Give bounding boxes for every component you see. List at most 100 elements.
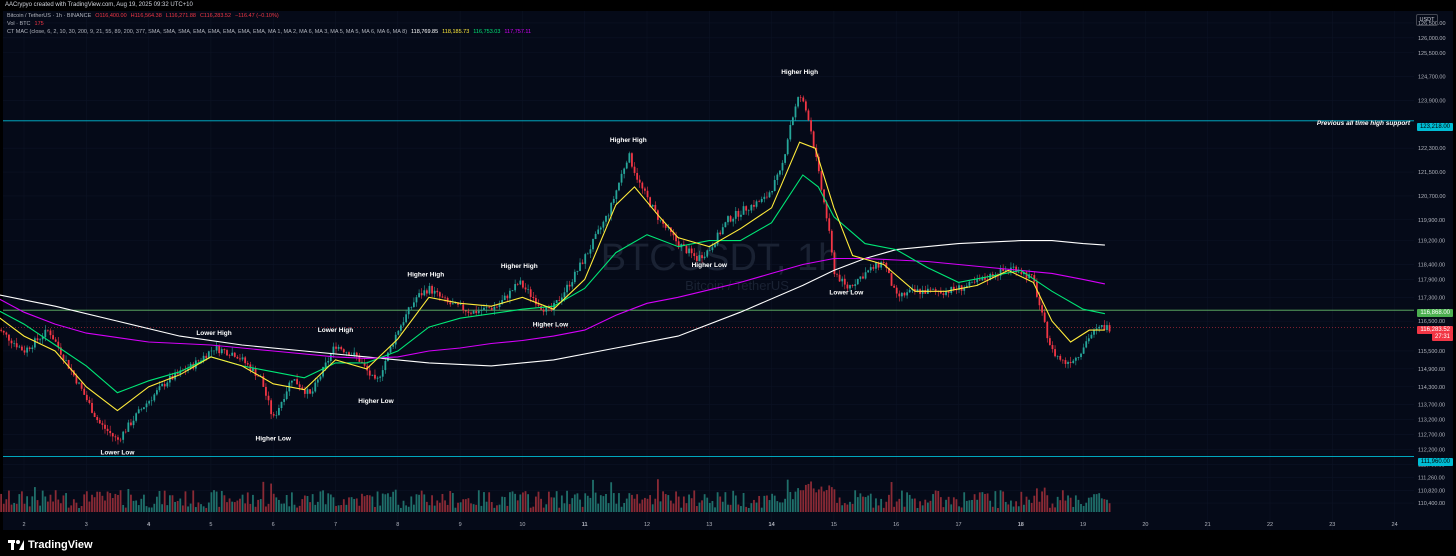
candle-body: [309, 389, 311, 394]
volume-bar: [893, 506, 896, 512]
volume-bar: [615, 503, 618, 512]
volume-bar: [205, 507, 208, 512]
candle-body: [218, 345, 221, 354]
candle-body: [488, 307, 491, 309]
candle-body: [532, 296, 535, 299]
volume-bar: [1030, 502, 1033, 512]
volume-bar: [441, 493, 444, 512]
tradingview-logo[interactable]: TradingView: [8, 539, 93, 551]
credit-line: AACrypyo created with TradingView.com, A…: [5, 2, 193, 8]
currency-button[interactable]: USDT: [1416, 14, 1438, 26]
volume-bar: [179, 498, 182, 512]
candle-body: [812, 131, 815, 148]
volume-bar: [189, 503, 192, 512]
volume-bar: [945, 499, 947, 512]
volume-bar: [877, 505, 880, 512]
volume-bar: [981, 492, 984, 512]
candle-body: [122, 431, 125, 440]
volume-bar: [5, 499, 8, 512]
volume-bar: [311, 494, 314, 512]
volume-bar: [555, 491, 558, 512]
volume-bar: [1090, 497, 1093, 512]
y-tick-label: 114,300.00: [1418, 385, 1445, 391]
candle-body: [168, 375, 171, 383]
volume-bar: [392, 491, 395, 512]
volume-bar: [737, 504, 740, 512]
candle-body: [197, 360, 200, 362]
volume-bar: [394, 489, 397, 512]
volume-bar: [924, 499, 927, 512]
volume-bar: [576, 493, 579, 512]
volume-bar: [72, 499, 75, 512]
volume-bar: [584, 493, 587, 512]
volume-bar: [664, 494, 667, 512]
volume-bar: [779, 502, 781, 512]
volume-bar: [475, 504, 478, 512]
candle-body: [958, 285, 960, 290]
candle-body: [410, 307, 413, 308]
candle-body: [163, 384, 166, 387]
volume-bar: [350, 497, 353, 512]
candle-body: [475, 311, 478, 314]
candle-body: [509, 290, 511, 299]
pattern-annotation: Higher High: [501, 263, 538, 270]
candle-body: [1054, 349, 1056, 357]
candle-body: [1051, 345, 1054, 350]
candle-body: [1077, 357, 1080, 358]
candle-body: [285, 391, 288, 400]
candle-body: [708, 250, 711, 251]
candle-body: [890, 273, 893, 286]
x-tick-label: 2: [22, 522, 25, 528]
volume-bar: [171, 495, 174, 512]
volume-bar: [319, 491, 322, 512]
candle-body: [714, 244, 716, 248]
candle-body: [864, 272, 867, 279]
candle-body: [44, 329, 47, 338]
y-tick-label: 114,900.00: [1418, 367, 1445, 373]
volume-bar: [324, 504, 327, 512]
candle-body: [893, 285, 896, 288]
candle-body: [166, 382, 169, 387]
plot-area[interactable]: [3, 11, 1453, 530]
candle-body: [283, 399, 286, 402]
candle-body: [1002, 268, 1005, 272]
volume-bar: [789, 491, 792, 512]
candle-body: [1048, 338, 1051, 346]
volume-bar: [0, 493, 3, 512]
candle-body: [677, 241, 680, 248]
candle-body: [0, 329, 3, 331]
candle-body: [766, 196, 768, 198]
volume-bar: [309, 502, 311, 512]
volume-bar: [581, 506, 584, 512]
candle-body: [753, 204, 755, 207]
volume-bar: [506, 505, 509, 512]
y-tick-label: 117,900.00: [1418, 277, 1445, 283]
volume-bar: [838, 497, 841, 512]
volume-bar: [908, 494, 911, 512]
volume-bar: [768, 500, 771, 512]
candle-body: [779, 170, 781, 175]
candle-body: [820, 171, 823, 190]
candle-body: [999, 268, 1002, 276]
candle-body: [1017, 271, 1020, 273]
volume-bar: [672, 503, 675, 512]
volume-bar: [231, 501, 234, 512]
candle-body: [127, 422, 130, 432]
candle-body: [737, 210, 740, 217]
watermark-ticker: BTCUSDT, 1h: [601, 237, 840, 279]
candle-body: [23, 350, 26, 353]
candle-body: [851, 285, 854, 287]
candle-body: [807, 110, 810, 121]
candle-body: [348, 352, 350, 356]
candle-body: [10, 340, 13, 344]
volume-bar: [132, 500, 135, 512]
volume-bar: [275, 497, 278, 512]
volume-bar: [794, 491, 797, 512]
volume-bar: [119, 490, 122, 512]
candle-body: [1082, 347, 1085, 354]
candle-body: [1012, 266, 1015, 268]
candle-body: [740, 214, 742, 217]
candle-body: [46, 329, 49, 331]
